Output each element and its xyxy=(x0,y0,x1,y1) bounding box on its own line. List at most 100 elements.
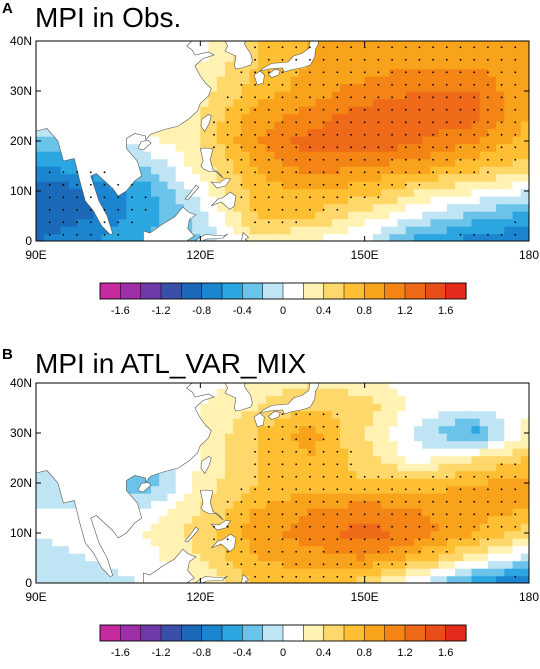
field-cell xyxy=(364,568,374,577)
field-cell xyxy=(274,478,284,487)
field-cell xyxy=(315,410,325,419)
stipple-dot xyxy=(404,475,407,478)
stipple-dot xyxy=(418,83,421,86)
field-cell xyxy=(381,91,391,100)
stipple-dot xyxy=(432,71,434,74)
field-cell xyxy=(307,538,317,547)
field-cell xyxy=(266,196,275,205)
field-cell xyxy=(364,61,374,70)
stipple-dot xyxy=(363,158,366,161)
stipple-dot xyxy=(445,525,448,528)
stipple-dot xyxy=(240,513,243,516)
field-cell xyxy=(307,530,317,539)
field-cell xyxy=(463,530,473,539)
field-cell xyxy=(52,560,62,569)
stipple-dot xyxy=(363,538,366,541)
field-cell xyxy=(183,128,193,137)
field-cell xyxy=(504,478,514,487)
field-cell xyxy=(397,218,407,227)
field-cell xyxy=(413,545,423,554)
stipple-dot xyxy=(336,171,339,174)
field-cell xyxy=(520,98,529,107)
field-cell xyxy=(422,568,432,577)
field-cell xyxy=(249,166,259,175)
field-cell xyxy=(405,515,415,524)
field-cell xyxy=(397,560,407,569)
field-cell xyxy=(446,485,456,494)
map-area xyxy=(36,41,529,241)
stipple-dot xyxy=(267,500,270,503)
stipple-dot xyxy=(144,196,147,199)
field-cell xyxy=(520,478,529,487)
field-cell xyxy=(438,211,448,220)
field-cell xyxy=(274,418,284,427)
field-cell xyxy=(381,173,391,182)
field-cell xyxy=(413,523,423,532)
field-cell xyxy=(348,91,358,100)
field-cell xyxy=(455,383,464,389)
field-cell xyxy=(36,203,45,212)
field-cell xyxy=(405,196,415,205)
field-cell xyxy=(233,211,243,220)
field-cell xyxy=(348,545,358,554)
field-cell xyxy=(266,53,275,62)
field-cell xyxy=(512,46,522,55)
field-cell xyxy=(307,173,317,182)
field-cell xyxy=(167,136,177,145)
landmass-honshu xyxy=(258,41,320,73)
field-cell xyxy=(298,68,308,77)
stipple-dot xyxy=(350,96,352,99)
field-cell xyxy=(389,470,399,479)
field-cell xyxy=(487,76,497,85)
field-cell xyxy=(356,403,366,412)
field-cell xyxy=(266,553,275,562)
field-cell xyxy=(109,233,119,241)
field-cell xyxy=(233,128,243,137)
field-cell xyxy=(520,68,529,77)
stipple-dot xyxy=(281,83,284,86)
field-cell xyxy=(323,61,333,70)
field-cell xyxy=(372,53,382,62)
field-cell xyxy=(249,433,259,442)
stipple-dot xyxy=(226,133,229,136)
field-cell xyxy=(36,545,45,554)
stipple-dot xyxy=(295,550,298,553)
field-cell xyxy=(455,455,464,464)
stipple-dot xyxy=(350,550,352,553)
field-cell xyxy=(192,226,202,235)
field-cell xyxy=(471,218,481,227)
field-cell xyxy=(315,553,325,562)
field-cell xyxy=(356,455,366,464)
field-cell xyxy=(159,530,169,539)
field-cell xyxy=(126,196,136,205)
field-cell xyxy=(446,403,456,412)
field-cell xyxy=(397,181,407,190)
field-cell xyxy=(134,218,144,227)
field-cell xyxy=(348,560,358,569)
field-cell xyxy=(257,218,267,227)
field-cell xyxy=(463,545,473,554)
field-cell xyxy=(463,395,473,404)
field-cell xyxy=(200,515,210,524)
field-cell xyxy=(315,383,325,389)
field-cell xyxy=(208,553,218,562)
field-cell xyxy=(216,410,226,419)
field-cell xyxy=(249,203,259,212)
field-cell xyxy=(471,83,481,92)
field-cell xyxy=(60,523,70,532)
stipple-dot xyxy=(350,133,352,136)
field-cell xyxy=(356,181,366,190)
field-cell xyxy=(101,196,111,205)
field-cell xyxy=(307,455,317,464)
field-cell xyxy=(44,136,54,145)
stipple-dot xyxy=(432,133,434,136)
stipple-dot xyxy=(336,550,339,553)
stipple-dot xyxy=(62,233,65,236)
field-cell xyxy=(372,383,382,389)
stipple-dot xyxy=(226,525,229,528)
field-cell xyxy=(512,226,522,235)
field-cell xyxy=(381,425,391,434)
stipple-dot xyxy=(473,158,476,161)
field-cell xyxy=(430,166,440,175)
field-cell xyxy=(126,575,136,583)
